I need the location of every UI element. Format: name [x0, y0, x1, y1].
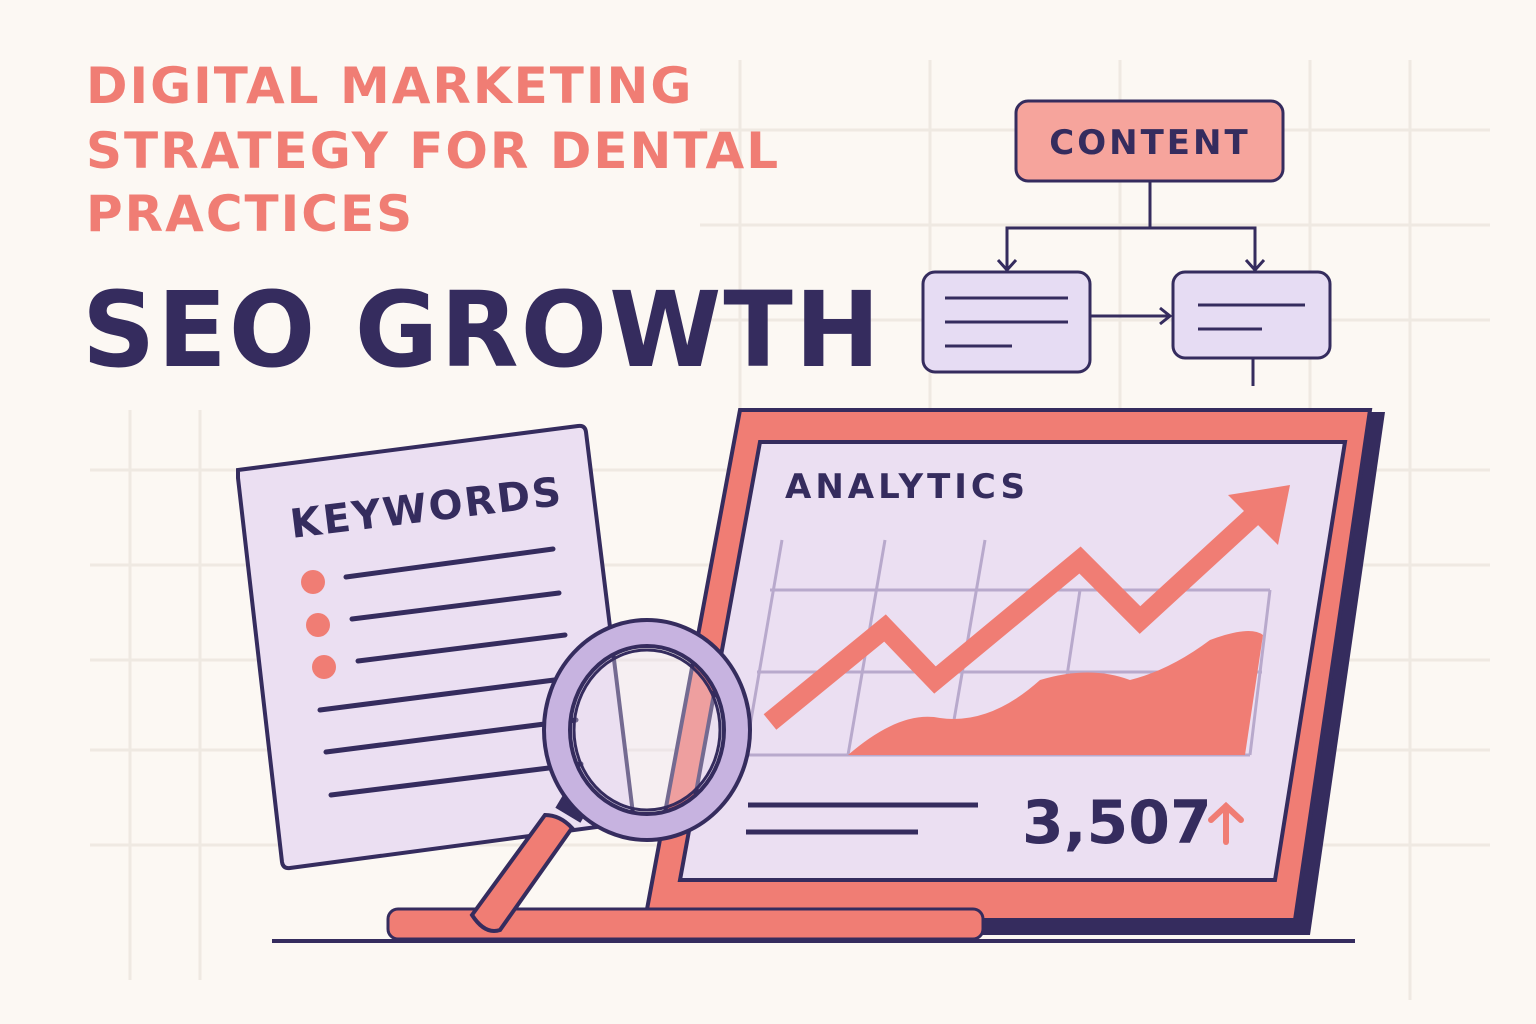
- analytics-title: ANALYTICS: [785, 467, 1029, 507]
- keyword-lines: [317, 546, 584, 798]
- magnifying-glass-icon: [469, 618, 752, 933]
- page-title: SEO GROWTH: [82, 269, 882, 391]
- subtitle-line-2: STRATEGY FOR DENTAL: [86, 122, 780, 180]
- content-box-label: CONTENT: [1049, 123, 1250, 163]
- subtitle-line-1: DIGITAL MARKETING: [86, 57, 693, 115]
- metric-lines: [746, 802, 978, 835]
- area-chart: [848, 631, 1263, 755]
- bullet-dots: [301, 570, 336, 679]
- content-flowchart: [921, 99, 1332, 386]
- subtitle-line-3: PRACTICES: [86, 185, 414, 243]
- laptop: ANALYTICS 3,507: [386, 408, 1385, 941]
- flow-box-right: [1171, 270, 1332, 360]
- keywords-document: KEYWORDS: [236, 423, 637, 871]
- trend-line: [763, 500, 1269, 730]
- metric-value: 3,507: [1022, 788, 1212, 858]
- laptop-screen: [677, 440, 1348, 882]
- trend-arrowhead: [1228, 485, 1290, 545]
- arrow-up-icon: [1208, 801, 1244, 845]
